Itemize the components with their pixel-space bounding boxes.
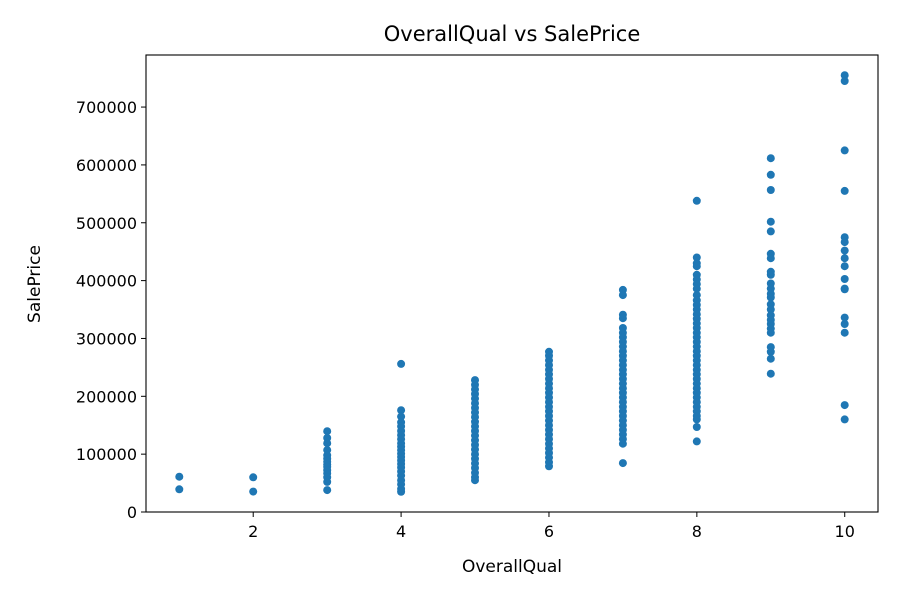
data-point <box>249 487 258 496</box>
data-point <box>545 462 553 471</box>
data-point <box>766 170 775 179</box>
data-point <box>766 186 775 194</box>
data-point <box>840 71 849 80</box>
y-tick-label: 700000 <box>76 98 137 117</box>
data-point <box>618 314 627 323</box>
data-point <box>766 254 775 263</box>
data-point <box>840 285 849 294</box>
data-point <box>397 487 406 496</box>
x-tick-label: 8 <box>692 522 702 541</box>
y-tick-label: 600000 <box>76 156 137 175</box>
data-point <box>766 369 775 378</box>
data-point <box>692 284 701 293</box>
data-point <box>618 459 627 468</box>
x-tick-label: 6 <box>544 522 554 541</box>
data-point <box>766 347 775 356</box>
data-point <box>692 262 701 271</box>
data-point <box>840 401 849 410</box>
data-point <box>840 186 849 195</box>
y-tick-label: 0 <box>127 503 137 522</box>
data-point <box>249 473 258 482</box>
data-point <box>692 253 701 262</box>
data-point <box>840 313 849 322</box>
data-point <box>840 238 849 247</box>
data-point <box>692 415 701 424</box>
y-tick-label: 200000 <box>76 387 137 406</box>
data-point <box>397 412 406 421</box>
data-point <box>840 328 849 337</box>
data-point <box>766 305 775 314</box>
data-point <box>840 246 849 255</box>
y-axis: 0 100000 200000 300000 400000 500000 600000 700… <box>76 98 146 522</box>
data-point <box>840 320 849 328</box>
x-axis-label: OverallQual <box>462 557 562 577</box>
data-point <box>766 354 775 363</box>
x-tick-label: 4 <box>396 522 406 541</box>
y-tick-label: 300000 <box>76 329 137 348</box>
y-tick-label: 500000 <box>76 214 137 233</box>
y-axis-label: SalePrice <box>25 245 45 323</box>
plot-frame <box>145 54 879 513</box>
data-point <box>397 406 406 415</box>
data-point <box>766 270 775 279</box>
data-point <box>766 293 775 302</box>
data-point <box>766 154 775 163</box>
data-point <box>175 472 184 481</box>
data-point <box>323 486 332 495</box>
y-tick-label: 400000 <box>76 272 137 291</box>
data-point <box>397 359 406 368</box>
data-point <box>840 275 849 283</box>
y-tick-label: 100000 <box>76 445 137 464</box>
data-point <box>323 477 332 486</box>
data-point <box>471 476 479 485</box>
data-point <box>840 146 849 155</box>
data-point <box>840 415 849 424</box>
data-point <box>840 77 849 85</box>
chart-title: OverallQual vs SalePrice <box>384 22 641 46</box>
data-point <box>766 227 775 236</box>
data-points <box>175 71 849 496</box>
data-point <box>323 439 332 448</box>
data-point <box>323 427 332 436</box>
data-point <box>692 196 701 205</box>
data-point <box>766 328 775 337</box>
data-point <box>618 439 627 448</box>
data-point <box>840 254 849 263</box>
x-tick-label: 2 <box>248 522 258 541</box>
data-point <box>618 291 627 300</box>
data-point <box>766 217 775 226</box>
data-point <box>692 437 701 446</box>
data-point <box>175 485 184 494</box>
x-tick-label: 10 <box>835 522 855 541</box>
data-point <box>692 423 701 431</box>
data-point <box>840 262 849 271</box>
x-axis: 2 4 6 8 10 <box>248 512 855 541</box>
